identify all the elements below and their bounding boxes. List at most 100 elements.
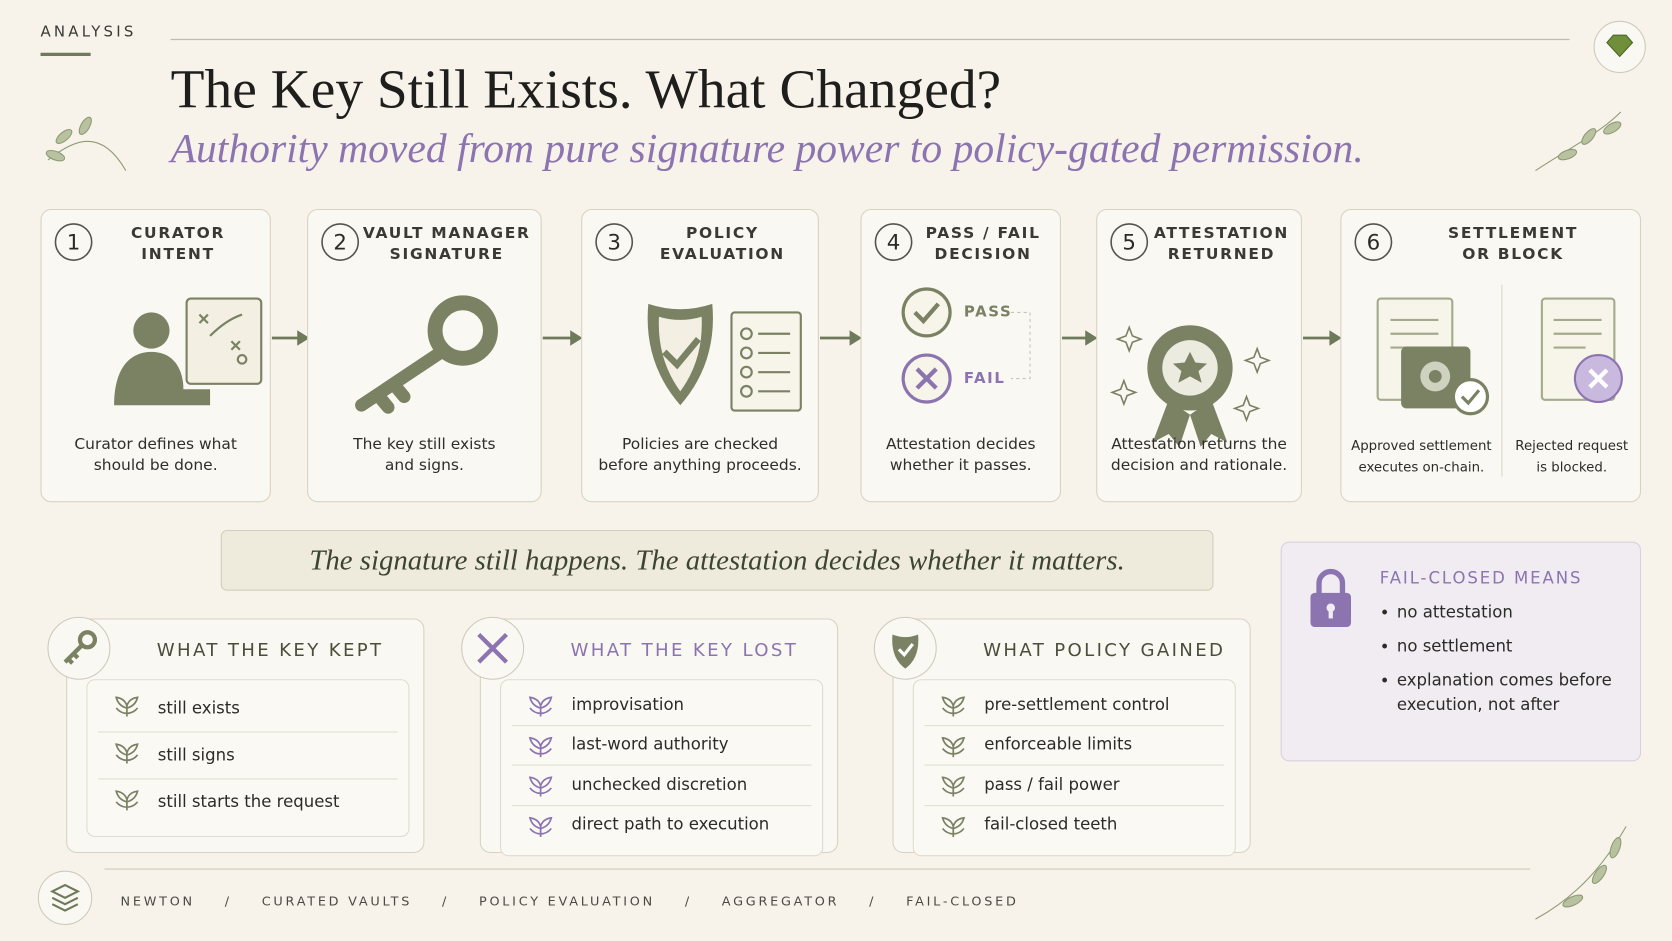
bullet: •: [1379, 603, 1390, 623]
footer: NEWTON / CURATED VAULTS / POLICY EVALUATION /…: [120, 894, 1018, 909]
icon: [901, 287, 1031, 404]
row-divider: [924, 724, 1225, 726]
panel-item: last-word authority: [571, 734, 729, 755]
separator: /: [441, 893, 450, 909]
row-divider: [511, 764, 812, 766]
step-number: 1: [66, 229, 81, 255]
footer-item: NEWTON: [120, 893, 195, 909]
step-card: 1 CURATOR INTENT Curator defines what should…: [40, 208, 271, 503]
panel-item: fail-closed teeth: [984, 814, 1118, 835]
step-caption: whether it passes.: [889, 457, 1032, 475]
icon: [1310, 568, 1352, 627]
panel-list: pre-settlement control enforceable limits…: [912, 679, 1236, 857]
panel-title: WHAT THE KEY KEPT: [156, 639, 384, 662]
icon: [873, 616, 937, 680]
separator: /: [869, 893, 877, 909]
fail-closed-box: FAIL-CLOSED MEANS • no attestation • no sett…: [1280, 541, 1642, 762]
footer-item: AGGREGATOR: [721, 893, 840, 909]
icon: [941, 736, 966, 757]
icon: [54, 223, 93, 261]
step-caption: decision and rationale.: [1110, 457, 1288, 475]
icon: [874, 223, 913, 261]
step-number: 6: [1366, 229, 1381, 255]
row-divider: [511, 804, 812, 806]
step-title: RETURNED: [1167, 246, 1276, 264]
panel: WHAT THE KEY KEPT still exists still signs…: [66, 618, 425, 854]
footer-item: CURATED VAULTS: [261, 893, 413, 909]
icon: [941, 816, 966, 837]
icon: [355, 295, 498, 414]
icon: [528, 816, 553, 837]
step-number: 5: [1122, 229, 1136, 255]
panel-item: enforceable limits: [984, 734, 1133, 755]
panel-item: direct path to execution: [571, 814, 770, 835]
step-card: 3 POLICY EVALUATION Policies are checked bef…: [581, 208, 819, 503]
icon: [47, 616, 111, 680]
icon: [1376, 297, 1623, 416]
step-title: POLICY: [685, 224, 759, 243]
step-number: 4: [886, 229, 901, 255]
panel-item: still signs: [157, 745, 235, 765]
row-divider: [98, 778, 398, 780]
panel-title: WHAT POLICY GAINED: [983, 639, 1226, 662]
fail-closed-item: explanation comes before execution, not …: [1396, 670, 1612, 715]
step-card: 2 VAULT MANAGER SIGNATURE The key still exi…: [307, 208, 542, 503]
bullet: •: [1379, 671, 1390, 691]
quote: The signature still happens. The attesta…: [309, 543, 1125, 576]
step-number: 2: [333, 229, 347, 255]
step-caption: is blocked.: [1536, 458, 1608, 475]
bullet: •: [1379, 637, 1390, 657]
icon: [528, 776, 553, 797]
decision-label: FAIL: [963, 370, 1006, 388]
fail-closed-item: no settlement: [1396, 636, 1513, 656]
panel-list: improvisation last-word authority unchecke…: [500, 679, 824, 857]
icon: [1354, 223, 1393, 261]
icon: [528, 736, 553, 757]
row-divider: [924, 804, 1225, 806]
fail-closed-item: no attestation: [1396, 602, 1513, 622]
panel: WHAT POLICY GAINED pre-settlement control…: [892, 618, 1251, 857]
panel-item: still exists: [157, 698, 240, 718]
step-card: 4 PASS / FAIL DECISION PASS FAIL Attestation …: [860, 208, 1061, 503]
icon: [1109, 325, 1271, 447]
panel-item: pass / fail power: [984, 774, 1120, 795]
step-card: 6 SETTLEMENT OR BLOCK Approved settlement ex…: [1340, 208, 1642, 503]
step-card: 5 ATTESTATION RETURNED Attestation returns …: [1096, 208, 1302, 503]
icon: [114, 297, 263, 406]
step-caption: Curator defines what: [74, 436, 237, 454]
step-caption: Attestation decides: [885, 436, 1036, 454]
step-caption: before anything proceeds.: [598, 457, 802, 475]
step-caption: should be done.: [93, 457, 218, 475]
icon: [941, 776, 966, 797]
icon: [115, 743, 139, 764]
step-number: 3: [607, 229, 621, 255]
step-title: SIGNATURE: [389, 246, 504, 264]
icon: [321, 223, 360, 261]
step-title: INTENT: [141, 246, 215, 264]
step-caption: Policies are checked: [621, 436, 779, 454]
row-divider: [98, 731, 398, 733]
panel-item: pre-settlement control: [984, 694, 1170, 715]
step-title: DECISION: [934, 246, 1032, 264]
panel-list: still exists still signs still starts the …: [86, 679, 410, 838]
separator: /: [684, 893, 692, 909]
footer-item: POLICY EVALUATION: [478, 893, 655, 909]
subtitle: Authority moved from pure signature powe…: [170, 125, 1364, 172]
panel-item: unchecked discretion: [571, 774, 748, 795]
title: The Key Still Exists. What Changed?: [170, 59, 1002, 121]
icon: [1110, 223, 1149, 261]
panel-item: still starts the request: [157, 792, 340, 812]
icon: [115, 696, 139, 717]
section-label: ANALYSIS: [40, 23, 137, 41]
separator: /: [224, 893, 232, 909]
step-caption: executes on-chain.: [1358, 458, 1485, 475]
step-caption: and signs.: [384, 457, 464, 475]
icon: [941, 696, 966, 717]
step-caption: Rejected request: [1515, 437, 1629, 454]
row-divider: [924, 764, 1225, 766]
step-caption: The key still exists: [353, 436, 496, 454]
quote-box: The signature still happens. The attesta…: [220, 529, 1214, 591]
